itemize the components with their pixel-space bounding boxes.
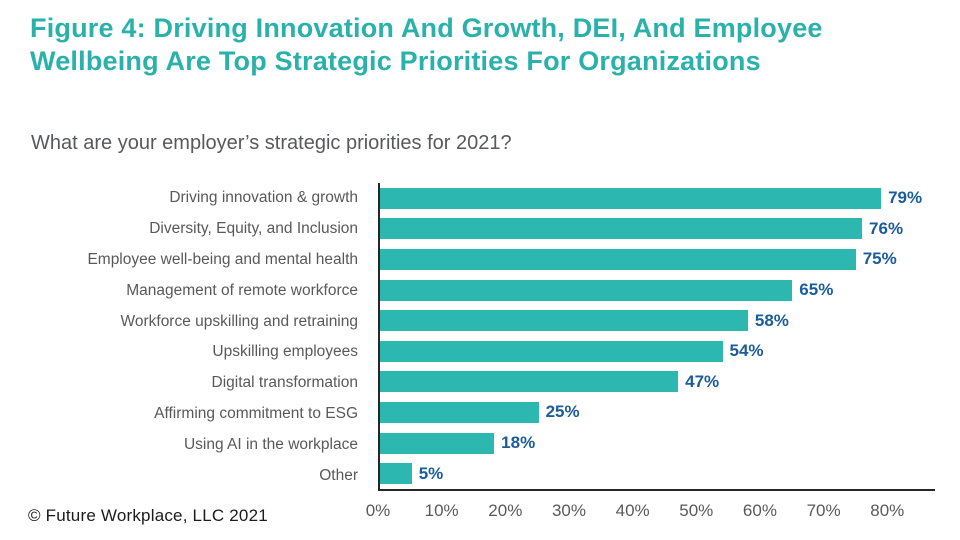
bar-value-label: 58% — [754, 310, 789, 330]
chart-question: What are your employer’s strategic prior… — [31, 132, 512, 154]
bar — [380, 248, 856, 270]
category-label: Workforce upskilling and retraining — [120, 312, 359, 330]
bar — [380, 371, 679, 393]
bar-row: 75% — [380, 244, 935, 275]
category-label: Driving innovation & growth — [169, 189, 358, 207]
category-label: Affirming commitment to ESG — [154, 404, 358, 422]
bar-row: 25% — [380, 397, 935, 428]
bar-row: 79% — [380, 183, 935, 214]
copyright-notice: © Future Workplace, LLC 2021 — [28, 506, 268, 525]
x-axis-tick-label: 30% — [551, 501, 586, 520]
category-labels-column: Driving innovation & growth Diversity, Eq… — [0, 183, 368, 491]
bar-value-label: 18% — [501, 433, 536, 453]
bar-value-label: 5% — [418, 463, 444, 483]
category-label: Digital transformation — [211, 374, 358, 392]
category-label: Employee well-being and mental health — [87, 250, 358, 268]
category-label: Management of remote workforce — [126, 281, 358, 299]
category-label: Upskilling employees — [212, 343, 358, 361]
x-axis-tick-label: 40% — [615, 501, 650, 520]
bar — [380, 218, 863, 240]
bar-row: 58% — [380, 305, 935, 336]
bar-value-label: 25% — [545, 402, 580, 422]
bar — [380, 463, 412, 485]
bar — [380, 187, 882, 209]
x-axis-tick-label: 20% — [488, 501, 523, 520]
x-axis-tick-label: 50% — [679, 501, 714, 520]
x-axis-tick-label: 10% — [424, 501, 459, 520]
bar-row: 76% — [380, 214, 935, 245]
bar-value-label: 54% — [729, 341, 764, 361]
bar — [380, 432, 495, 454]
bar — [380, 340, 723, 362]
bar-plot-area: 79% 76% 75% 65% 58% 54% 47% 25% 18% 5% — [378, 183, 935, 491]
category-label: Other — [319, 466, 358, 484]
bar — [380, 279, 793, 301]
x-axis-tick-label: 80% — [870, 501, 905, 520]
bar-value-label: 47% — [685, 371, 720, 391]
bar-row: 18% — [380, 428, 935, 459]
x-axis-tick-label: 70% — [806, 501, 841, 520]
bar-row: 47% — [380, 367, 935, 398]
bar-value-label: 75% — [862, 249, 897, 269]
bar — [380, 310, 748, 332]
category-label: Using AI in the workplace — [183, 435, 358, 453]
bar-value-label: 76% — [869, 218, 904, 238]
x-axis: 0% 10% 20% 30% 40% 50% 60% 70% 80% — [366, 499, 935, 525]
category-label: Diversity, Equity, and Inclusion — [149, 220, 358, 238]
bar — [380, 401, 539, 423]
x-axis-tick-label: 60% — [742, 501, 777, 520]
bar-row: 5% — [380, 458, 935, 489]
x-axis-tick-label: 0% — [365, 501, 391, 520]
figure-title: Figure 4: Driving Innovation And Growth,… — [30, 13, 823, 76]
bar-value-label: 65% — [799, 280, 834, 300]
bar-row: 54% — [380, 336, 935, 367]
bar-row: 65% — [380, 275, 935, 306]
bar-value-label: 79% — [888, 188, 923, 208]
